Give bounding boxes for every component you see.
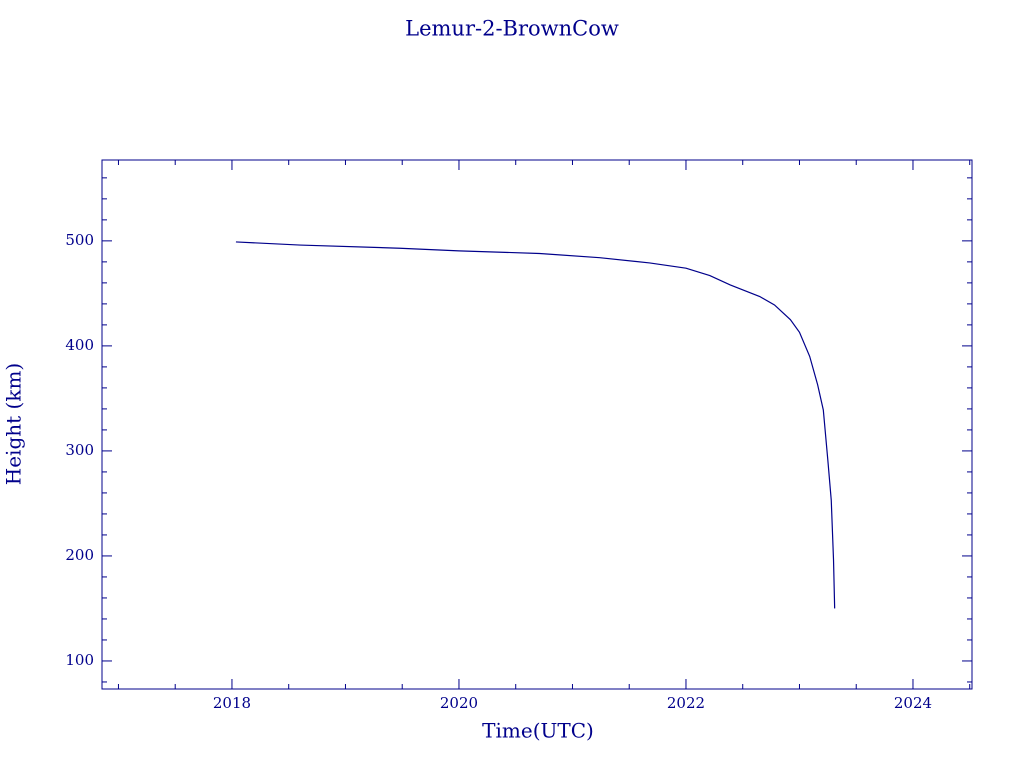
x-axis-label: Time(UTC)	[482, 719, 594, 743]
y-tick-label: 400	[65, 336, 94, 354]
y-tick-label: 500	[65, 231, 94, 249]
x-tick-label: 2022	[667, 694, 705, 712]
x-tick-label: 2020	[440, 694, 478, 712]
y-axis-label: Height (km)	[2, 363, 26, 485]
y-tick-label: 200	[65, 546, 94, 564]
chart-title: Lemur-2-BrownCow	[405, 17, 619, 41]
plot-frame	[101, 159, 973, 690]
x-tick-label: 2018	[213, 694, 251, 712]
data-line	[235, 241, 836, 609]
x-tick-label: 2024	[894, 694, 932, 712]
y-tick-label: 300	[65, 441, 94, 459]
y-tick-label: 100	[65, 651, 94, 669]
